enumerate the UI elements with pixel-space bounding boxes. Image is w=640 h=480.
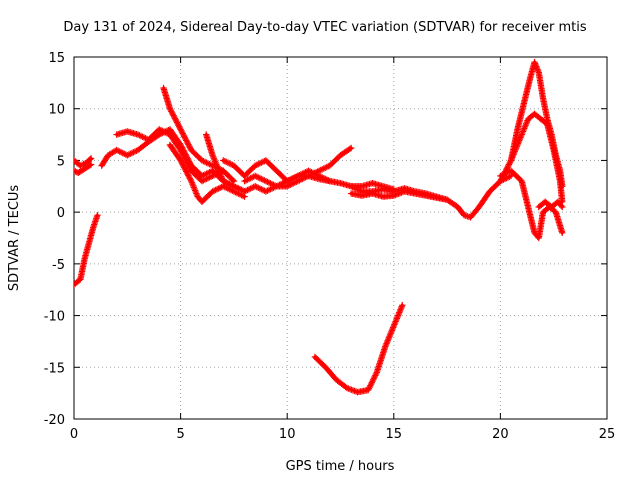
axis-ticks bbox=[73, 56, 608, 420]
x-tick-label: 20 bbox=[492, 427, 509, 442]
data-series bbox=[74, 58, 566, 396]
tick-labels: 0 5 10 15 20 25 -20 -15 -10 -5 0 5 10 15 bbox=[44, 51, 616, 442]
x-tick-label: 10 bbox=[279, 427, 296, 442]
series-late-mid bbox=[497, 110, 566, 205]
y-tick-label: 5 bbox=[57, 154, 65, 169]
y-tick-label: -10 bbox=[44, 310, 65, 325]
series-noon-b bbox=[220, 157, 334, 185]
grid bbox=[74, 57, 607, 419]
x-axis-label: GPS time / hours bbox=[286, 459, 395, 474]
y-axis-label: SDTVAR / TECUs bbox=[7, 185, 22, 292]
y-tick-label: 15 bbox=[48, 51, 65, 66]
series-late-low bbox=[497, 167, 566, 242]
series-late-low-2 bbox=[535, 198, 566, 211]
series-early-low bbox=[74, 212, 101, 288]
series-spike bbox=[160, 84, 238, 185]
series-early-high-2 bbox=[74, 161, 95, 177]
chart-title: Day 131 of 2024, Sidereal Day-to-day VTE… bbox=[63, 20, 587, 35]
x-tick-label: 5 bbox=[176, 427, 184, 442]
x-tick-label: 25 bbox=[599, 427, 616, 442]
series-afternoon-b bbox=[347, 188, 451, 203]
y-tick-label: 0 bbox=[57, 206, 65, 221]
y-tick-label: -20 bbox=[44, 413, 65, 428]
series-early-high bbox=[74, 155, 95, 169]
x-tick-label: 0 bbox=[70, 427, 78, 442]
y-tick-label: -5 bbox=[52, 258, 65, 273]
y-tick-label: -15 bbox=[44, 361, 65, 376]
y-tick-label: 10 bbox=[48, 103, 65, 118]
x-tick-label: 15 bbox=[386, 427, 403, 442]
series-deep-dip bbox=[311, 302, 406, 396]
plot-frame bbox=[73, 56, 608, 420]
series-trace bbox=[313, 303, 404, 394]
